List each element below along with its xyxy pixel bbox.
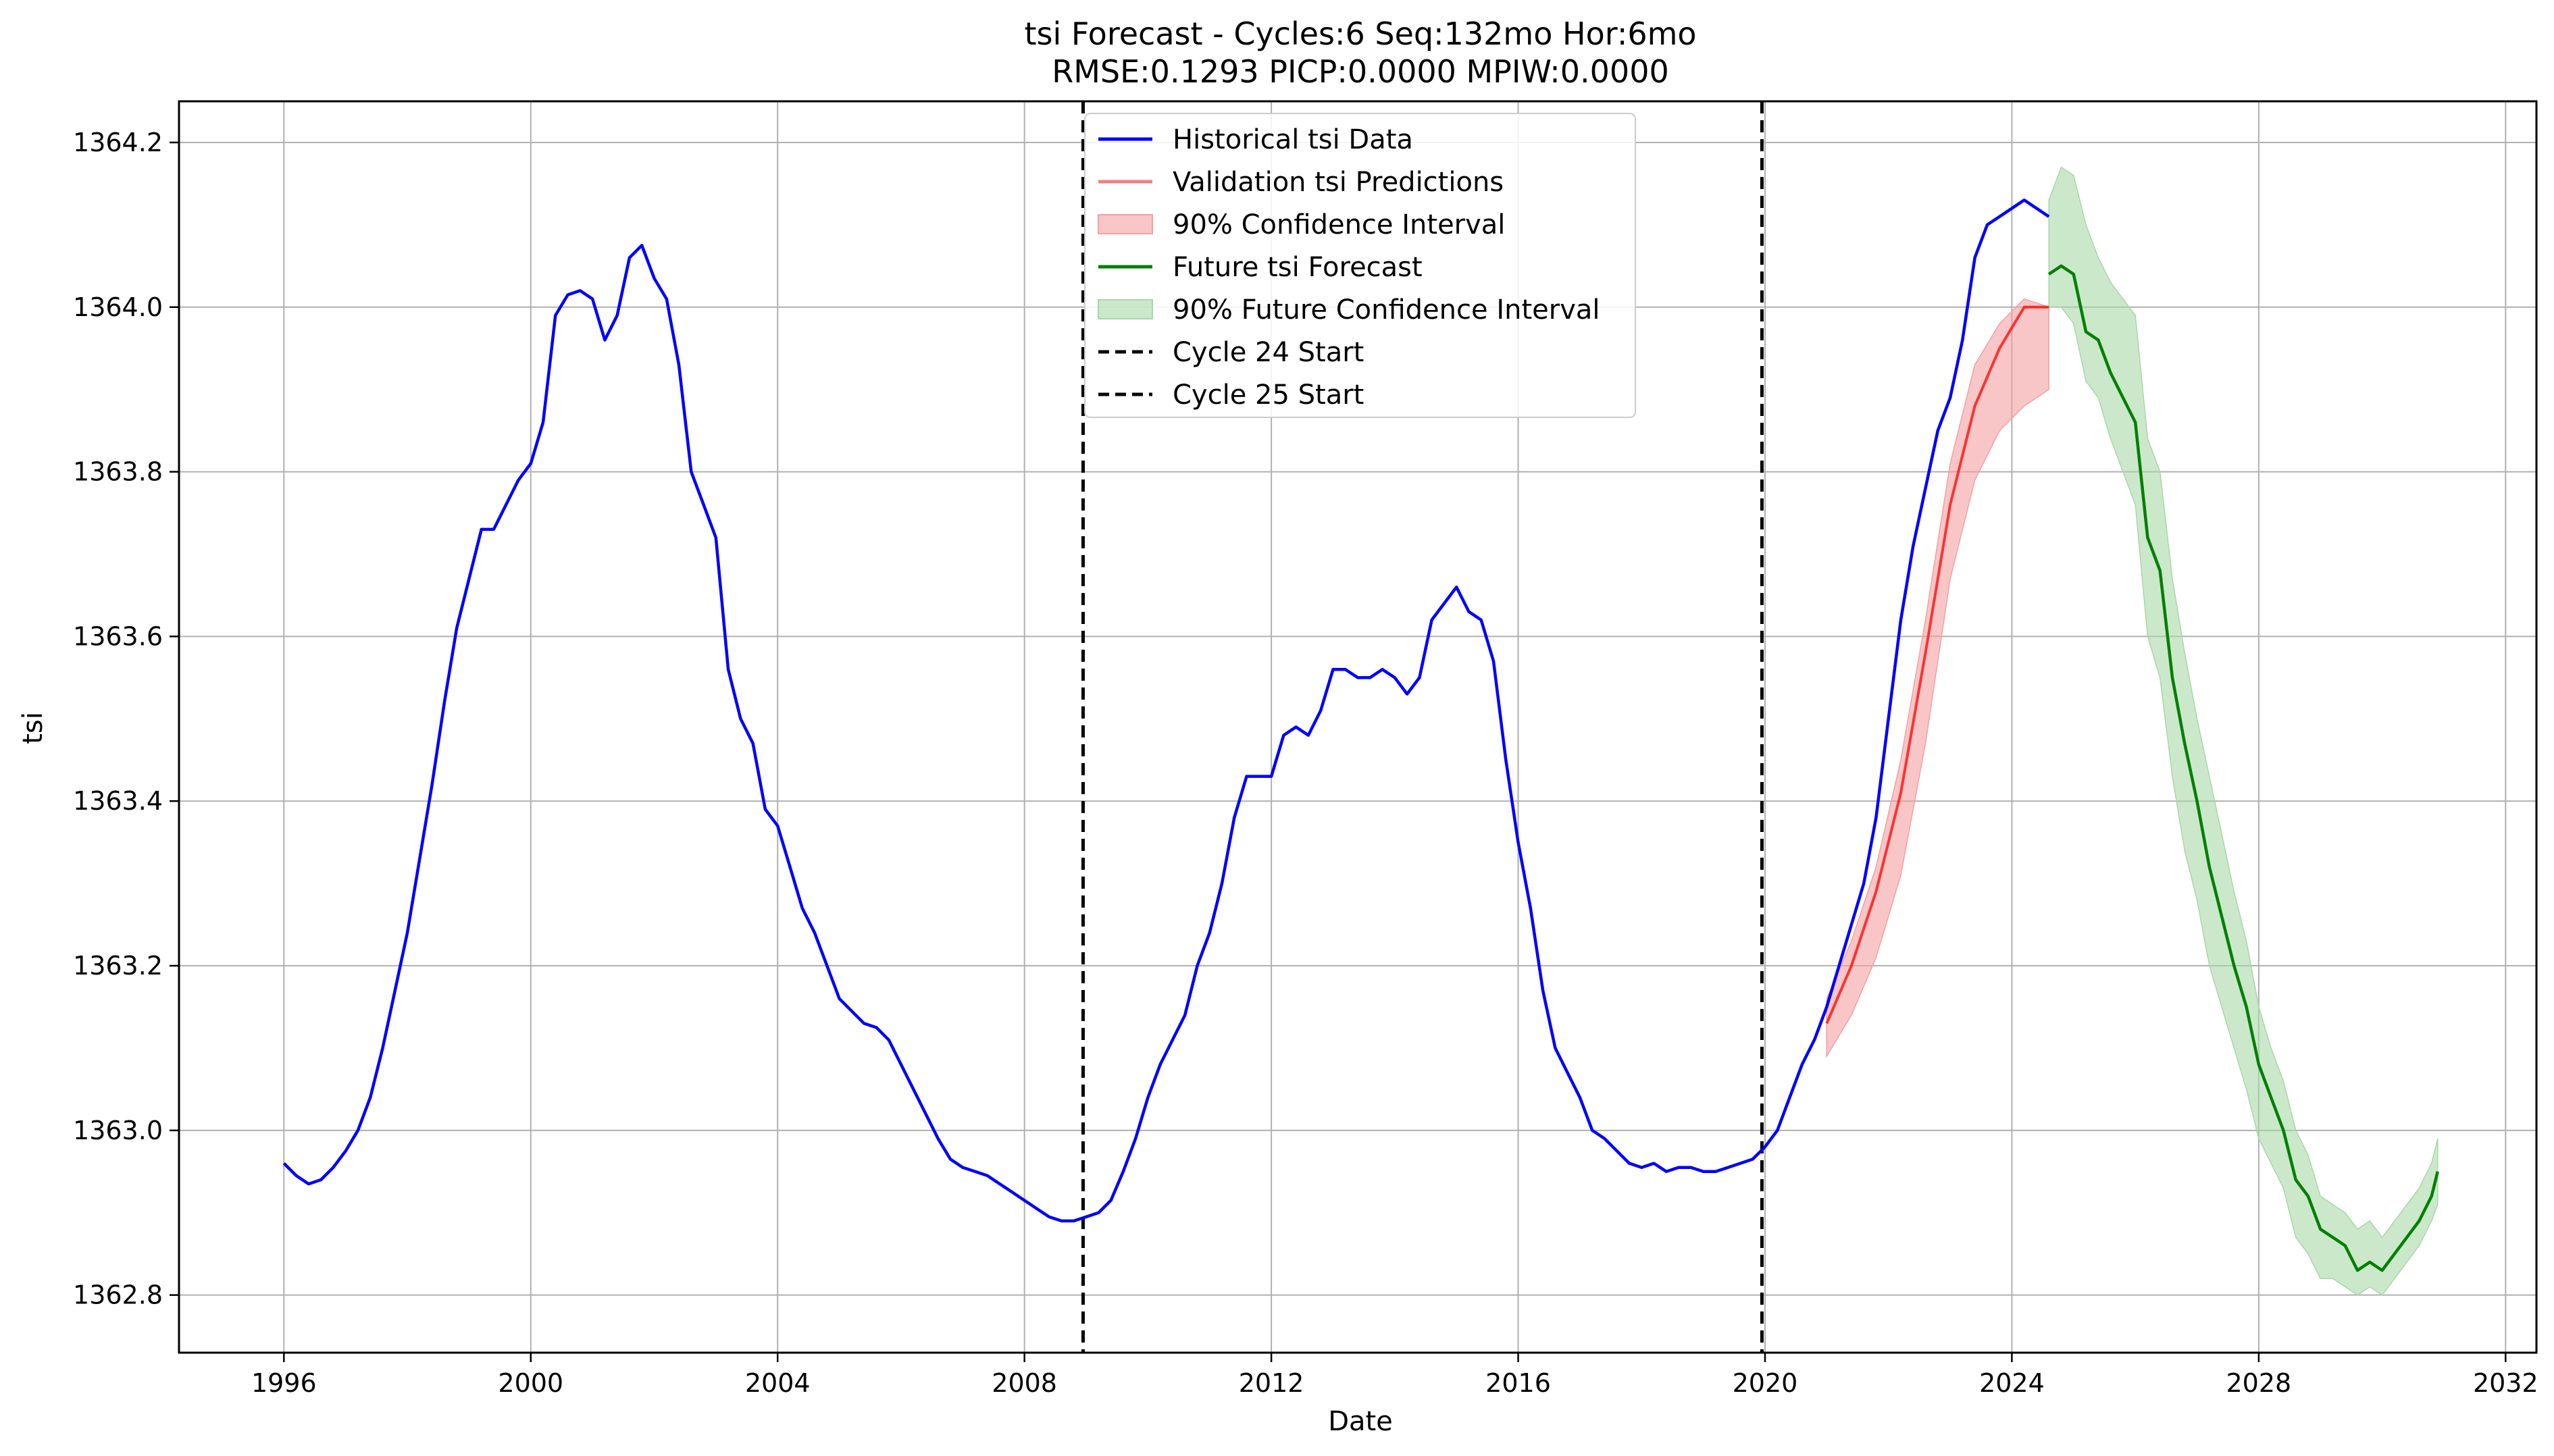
- grid: [179, 101, 2536, 1353]
- validation-series-line: [1825, 305, 2049, 1024]
- future-confidence-band: [2048, 166, 2438, 1296]
- legend-label: Validation tsi Predictions: [1173, 167, 1504, 198]
- y-tick-label: 1363.6: [73, 621, 163, 651]
- y-tick-label: 1363.2: [73, 951, 163, 981]
- legend-patch-swatch: [1098, 299, 1153, 319]
- x-tick-label: 2008: [992, 1368, 1057, 1398]
- y-tick-label: 1364.2: [73, 128, 163, 157]
- legend-label: Cycle 25 Start: [1173, 380, 1364, 411]
- x-tick-label: 2024: [1979, 1368, 2045, 1398]
- legend-label: Future tsi Forecast: [1173, 252, 1423, 283]
- y-tick-label: 1363.8: [73, 457, 163, 487]
- x-tick-label: 1996: [251, 1368, 317, 1398]
- y-tick-label: 1364.0: [73, 292, 163, 322]
- y-tick-label: 1363.0: [73, 1116, 163, 1145]
- plot-frame: [178, 100, 2538, 1354]
- cycle-start-lines: [1081, 101, 1764, 1353]
- y-tick-label: 1363.4: [73, 786, 163, 816]
- x-tick-label: 2000: [498, 1368, 563, 1398]
- y-tick-label: 1362.8: [73, 1280, 163, 1310]
- legend-label: 90% Confidence Interval: [1173, 209, 1505, 240]
- x-tick-label: 2032: [2473, 1368, 2538, 1398]
- x-axis: 1996 2000 2004 2008 2012 2016 2020 2024 2028 2032: [251, 1353, 2538, 1398]
- legend-label: 90% Future Confidence Interval: [1173, 294, 1600, 326]
- chart-subtitle: RMSE:0.1293 PICP:0.0000 MPIW:0.0000: [1052, 53, 1668, 90]
- x-tick-label: 2012: [1239, 1368, 1304, 1398]
- legend-label: Cycle 24 Start: [1173, 337, 1364, 368]
- y-axis: 1362.8 1363.0 1363.2 1363.4 1363.6 1363.8 1364…: [73, 128, 179, 1310]
- x-tick-label: 2016: [1485, 1368, 1551, 1398]
- x-axis-label: Date: [1328, 1406, 1393, 1437]
- legend: Historical tsi Data Validation tsi Predic…: [1084, 113, 1636, 418]
- legend-box: [1084, 113, 1636, 418]
- historical-series-line: [282, 199, 2050, 1223]
- chart-title: tsi Forecast - Cycles:6 Seq:132mo Hor:6m…: [1024, 16, 1696, 52]
- x-tick-label: 2020: [1733, 1368, 1798, 1398]
- x-tick-label: 2028: [2226, 1368, 2292, 1398]
- legend-label: Historical tsi Data: [1173, 124, 1413, 155]
- forecast-series-line: [2047, 264, 2439, 1272]
- x-tick-label: 2004: [745, 1368, 811, 1398]
- series-lines: [282, 199, 2439, 1272]
- legend-patch-swatch: [1098, 214, 1153, 234]
- y-axis-label: tsi: [18, 712, 49, 744]
